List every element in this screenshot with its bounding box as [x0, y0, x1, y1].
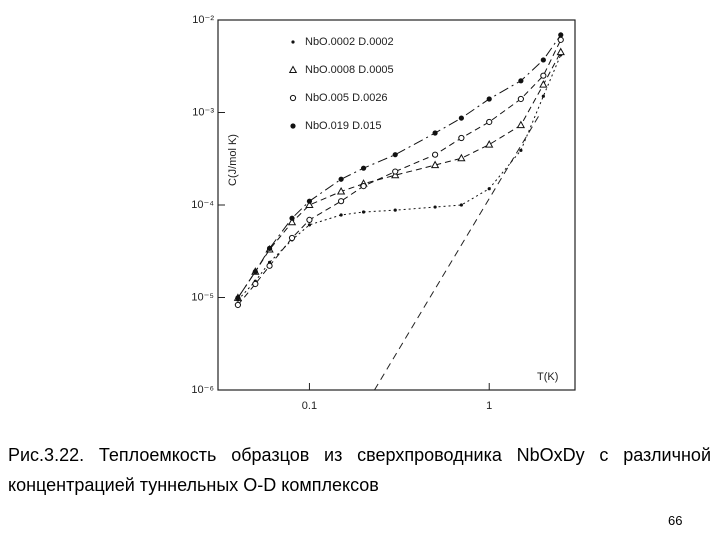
data-point: [305, 200, 314, 208]
data-point: [432, 151, 439, 158]
data-point: [287, 217, 297, 226]
legend-marker: [290, 123, 296, 129]
chart: T(K) C(J/mol K) 10⁻⁶ 10⁻⁵ 10⁻⁴ 10⁻³ 10⁻² 0.1 1…: [191, 14, 576, 412]
reference-line: [374, 114, 540, 391]
data-point: [485, 140, 494, 148]
data-point: [518, 78, 524, 84]
data-point: [306, 198, 313, 204]
data-point: [556, 47, 565, 56]
data-point: [339, 213, 343, 217]
plot-frame: [217, 19, 576, 391]
data-point: [540, 57, 546, 63]
y-axis-label: C(J/mol K): [227, 134, 239, 186]
data-point: [360, 183, 367, 190]
data-point: [541, 94, 545, 98]
series-line: [237, 51, 562, 299]
data-point: [540, 72, 547, 79]
y-tick-label: 10⁻⁶: [191, 384, 214, 396]
data-point: [517, 95, 524, 103]
data-point: [338, 198, 345, 205]
data-point: [458, 134, 465, 142]
legend-label: NbO.0008 D.0005: [305, 64, 394, 76]
data-point: [486, 118, 493, 126]
legend-label: NbO.019 D.015: [305, 120, 381, 132]
data-point: [392, 168, 399, 175]
data-point: [288, 234, 296, 242]
data-point: [306, 216, 313, 224]
legend-marker: [291, 40, 295, 44]
legend-label: NbO.005 D.0026: [305, 92, 388, 104]
data-point: [433, 205, 437, 209]
x-tick-label: 0.1: [302, 400, 317, 412]
data-point: [391, 170, 400, 179]
data-point: [235, 295, 241, 301]
page-number: 66: [668, 513, 683, 528]
y-tick-label: 10⁻⁵: [191, 291, 214, 303]
series-line: [237, 54, 562, 301]
data-point: [234, 301, 242, 309]
data-point: [360, 165, 367, 171]
data-point: [487, 187, 491, 191]
y-tick-label: 10⁻²: [192, 14, 214, 26]
data-point: [519, 148, 523, 152]
data-point: [338, 176, 344, 182]
legend-marker: [289, 94, 297, 102]
data-point: [252, 280, 259, 288]
legend-label: NbO.0002 D.0002: [305, 36, 394, 48]
data-point: [393, 208, 397, 212]
data-point: [289, 215, 295, 221]
data-point: [457, 153, 466, 162]
series-line: [237, 34, 562, 299]
x-tick-label: 1: [486, 400, 492, 412]
data-point: [252, 269, 258, 275]
series-line: [237, 39, 562, 306]
data-point: [486, 96, 492, 102]
data-point: [459, 203, 463, 207]
data-point: [336, 186, 346, 195]
data-point: [266, 245, 273, 251]
x-axis-label: T(K): [537, 371, 558, 383]
data-point: [432, 130, 438, 136]
y-tick-label: 10⁻⁴: [191, 199, 214, 211]
data-point: [458, 115, 464, 121]
data-point: [516, 120, 526, 129]
data-point: [361, 210, 366, 214]
data-point: [430, 160, 440, 169]
y-tick-label: 10⁻³: [192, 106, 214, 118]
legend-marker: [288, 65, 298, 73]
data-point: [392, 152, 398, 158]
data-point: [266, 262, 273, 269]
caption: Рис.3.22. Теплоемкость образцов из сверх…: [8, 445, 711, 495]
data-point: [558, 32, 564, 38]
data-point: [539, 80, 548, 88]
data-point: [307, 223, 312, 227]
